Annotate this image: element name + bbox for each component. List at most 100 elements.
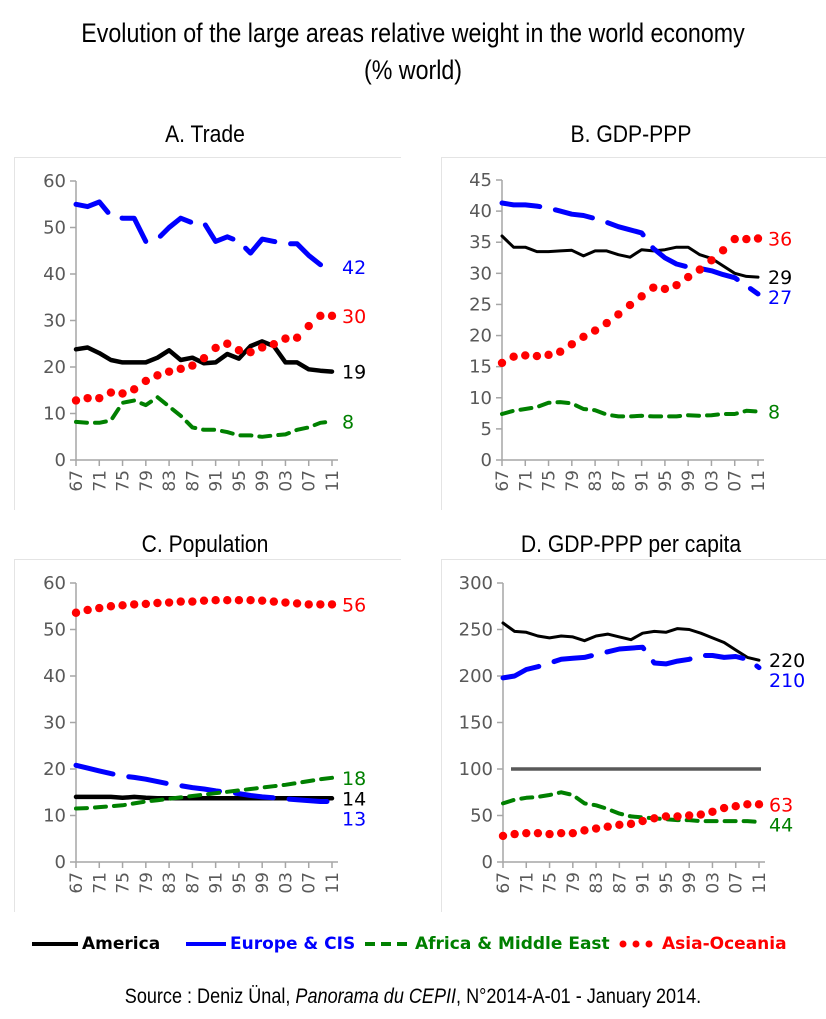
data-point-asia-oceania	[281, 334, 290, 343]
data-point-asia-oceania	[731, 802, 740, 811]
end-value-label: 8	[342, 411, 354, 433]
end-value-label: 63	[769, 794, 793, 816]
x-tick-label: 79	[563, 470, 583, 492]
y-tick-label: 30	[469, 263, 492, 284]
data-point-asia-oceania	[188, 361, 197, 370]
x-tick-label: 11	[323, 872, 343, 894]
x-tick-label: 67	[493, 470, 513, 492]
end-value-label: 19	[342, 362, 366, 384]
data-point-asia-oceania	[695, 265, 705, 274]
x-tick-label: 03	[703, 872, 723, 894]
legend-item-europe: Europe & CIS	[186, 934, 355, 954]
data-point-asia-oceania	[257, 343, 267, 352]
data-point-asia-oceania	[164, 598, 174, 607]
legend-swatch-dot-icon	[619, 940, 653, 948]
data-point-asia-oceania	[153, 598, 162, 608]
y-tick-label: 20	[43, 759, 66, 780]
x-tick-label: 71	[90, 470, 110, 492]
data-point-asia-oceania	[234, 346, 244, 355]
data-point-asia-oceania	[509, 352, 518, 361]
data-point-asia-oceania	[696, 810, 706, 819]
end-value-label: 14	[342, 788, 366, 810]
end-value-label: 13	[342, 808, 366, 830]
x-tick-label: 75	[114, 470, 134, 492]
chart-1: 0 5 10 15 20 25 30 35 40 45 67 71 75 79 83 87 91 95 99 03 07…	[469, 170, 792, 492]
series-line-africa-middle-east	[500, 400, 760, 419]
data-point-asia-oceania	[533, 828, 543, 838]
data-point-asia-oceania	[591, 824, 601, 833]
series-line-africa-middle-east	[74, 395, 334, 439]
data-point-asia-oceania	[327, 600, 337, 609]
data-point-asia-oceania	[141, 599, 151, 609]
x-tick-label: 87	[183, 872, 203, 894]
data-point-asia-oceania	[292, 333, 302, 342]
data-point-asia-oceania	[199, 353, 209, 363]
series-line-europe-cis	[73, 199, 335, 270]
data-point-asia-oceania	[106, 388, 116, 397]
x-tick-label: 03	[276, 872, 296, 894]
y-tick-label: 50	[470, 806, 493, 827]
y-tick-label: 15	[469, 357, 492, 378]
x-tick-label: 99	[253, 470, 273, 492]
data-point-asia-oceania	[83, 605, 92, 615]
y-tick-label: 200	[459, 666, 493, 687]
data-point-asia-oceania	[316, 311, 325, 321]
data-point-asia-oceania	[707, 256, 716, 265]
x-tick-label: 95	[657, 872, 677, 894]
end-value-label: 42	[342, 257, 366, 279]
series-line-africa-middle-east	[501, 790, 761, 824]
data-point-asia-oceania	[743, 800, 752, 809]
data-point-asia-oceania	[673, 812, 682, 821]
data-point-asia-oceania	[544, 350, 553, 360]
legend-label: Africa & Middle East	[415, 934, 610, 954]
y-tick-label: 0	[55, 450, 66, 471]
data-point-asia-oceania	[153, 371, 162, 380]
x-tick-label: 67	[494, 872, 514, 894]
data-point-asia-oceania	[304, 321, 313, 331]
chart-2: 0 10 20 30 40 50 60 67 71 75 79 83 87 91 95 99 03 07 11 56 1…	[43, 573, 366, 894]
y-tick-label: 0	[482, 852, 493, 873]
data-point-asia-oceania	[211, 596, 220, 605]
chart-frame-gdp-per-capita	[441, 559, 826, 912]
data-point-asia-oceania	[650, 814, 659, 823]
data-point-asia-oceania	[626, 819, 636, 829]
data-point-asia-oceania	[510, 829, 519, 839]
data-point-asia-oceania	[637, 292, 646, 301]
y-tick-label: 35	[469, 232, 492, 253]
series-line-africa-middle-east	[74, 775, 334, 811]
data-point-asia-oceania	[129, 385, 139, 394]
y-tick-label: 20	[469, 326, 492, 347]
data-point-asia-oceania	[614, 310, 623, 319]
data-point-asia-oceania	[660, 284, 670, 294]
x-tick-label: 79	[564, 872, 584, 894]
data-point-asia-oceania	[257, 596, 267, 605]
data-point-asia-oceania	[625, 300, 635, 310]
x-tick-label: 83	[587, 872, 607, 894]
legend-label: Europe & CIS	[230, 934, 356, 954]
data-point-asia-oceania	[211, 343, 220, 353]
chart-3: 0 50 100 150 200 250 300 67 71 75 79 83 87 91 95 99 03 07…	[459, 573, 806, 894]
y-tick-label: 25	[469, 294, 492, 315]
data-point-asia-oceania	[118, 601, 127, 610]
data-point-asia-oceania	[118, 389, 127, 398]
data-point-asia-oceania	[176, 364, 185, 374]
x-tick-label: 83	[160, 470, 180, 492]
y-tick-label: 60	[43, 171, 66, 192]
data-point-asia-oceania	[327, 311, 337, 321]
x-tick-label: 03	[276, 470, 296, 492]
legend-label: Asia-Oceania	[662, 934, 787, 954]
x-tick-label: 07	[300, 470, 320, 492]
data-point-asia-oceania	[568, 828, 578, 838]
x-tick-label: 83	[586, 470, 606, 492]
data-point-asia-oceania	[498, 831, 508, 841]
x-tick-label: 79	[137, 872, 157, 894]
data-point-asia-oceania	[719, 803, 729, 813]
data-point-asia-oceania	[708, 807, 717, 816]
series-line-europe-cis	[73, 762, 335, 804]
data-point-asia-oceania	[555, 347, 565, 356]
chart-frame-trade	[14, 157, 401, 510]
data-point-asia-oceania	[176, 597, 185, 606]
data-point-asia-oceania	[141, 376, 151, 386]
data-point-asia-oceania	[95, 393, 104, 403]
